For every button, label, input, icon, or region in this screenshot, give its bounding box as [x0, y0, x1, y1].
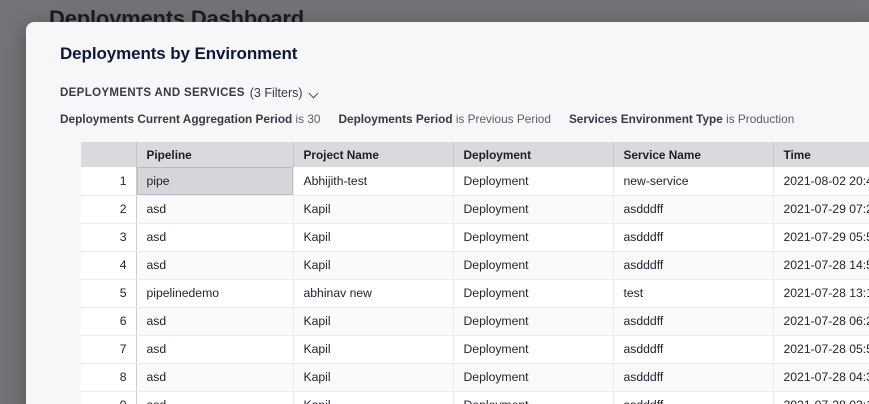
row-index-cell[interactable]: 7 — [81, 335, 137, 364]
table-body: 1 pipe Abhijith-test Deployment new-service 2… — [81, 167, 869, 404]
cell-time[interactable]: 2021-07-28 14:51:23 — [773, 251, 869, 280]
row-index-cell[interactable]: 3 — [81, 223, 137, 252]
table-row[interactable]: 1 pipe Abhijith-test Deployment new-service 2… — [81, 167, 869, 196]
filter-chip-op: is — [455, 112, 465, 126]
cell-pipeline[interactable]: asd — [136, 391, 294, 404]
filters-section-label: DEPLOYMENTS AND SERVICES — [60, 87, 245, 99]
cell-pipeline[interactable]: pipelinedemo — [136, 279, 294, 308]
cell-service-name[interactable]: asdddff — [613, 363, 774, 392]
cell-project-name[interactable]: Kapil — [293, 223, 454, 252]
filter-chip-value: 30 — [307, 112, 321, 126]
cell-pipeline[interactable]: asd — [136, 307, 294, 336]
results-table-container[interactable]: Pipeline Project Name Deployment Service… — [81, 142, 869, 404]
cell-service-name[interactable]: test — [613, 279, 774, 308]
row-index-cell[interactable]: 2 — [81, 195, 137, 224]
cell-project-name[interactable]: Kapil — [293, 195, 454, 224]
filter-chip-list: Deployments Current Aggregation Period i… — [60, 112, 869, 126]
cell-service-name[interactable]: asdddff — [613, 251, 774, 280]
column-header-pipeline[interactable]: Pipeline — [136, 142, 294, 167]
cell-time[interactable]: 2021-07-28 05:51:28 — [773, 335, 869, 364]
row-index-cell[interactable]: 9 — [81, 391, 137, 404]
table-row[interactable]: 9asdKapilDeploymentasdddff2021-07-28 03:… — [81, 391, 869, 404]
cell-deployment[interactable]: Deployment — [453, 307, 614, 336]
filter-chip[interactable]: Deployments Period is Previous Period — [338, 112, 550, 126]
cell-project-name[interactable]: Kapil — [293, 307, 454, 336]
cell-deployment[interactable]: Deployment — [453, 195, 614, 224]
column-header-service-name[interactable]: Service Name — [613, 142, 774, 167]
cell-pipeline[interactable]: asd — [136, 363, 294, 392]
cell-pipeline[interactable]: asd — [136, 335, 294, 364]
cell-deployment[interactable]: Deployment — [453, 223, 614, 252]
cell-service-name[interactable]: asdddff — [613, 391, 774, 404]
filter-chip-key: Deployments Period — [338, 112, 453, 126]
deployments-by-environment-modal: Deployments by Environment DEPLOYMENTS A… — [26, 22, 869, 404]
cell-project-name[interactable]: Kapil — [293, 251, 454, 280]
cell-pipeline[interactable]: asd — [136, 195, 294, 224]
table-row[interactable]: 5 pipelinedemo abhinav new Deployment test 20… — [81, 279, 869, 308]
cell-project-name[interactable]: Kapil — [293, 335, 454, 364]
cell-time[interactable]: 2021-07-29 07:27:44 — [773, 195, 869, 224]
cell-deployment[interactable]: Deployment — [453, 279, 614, 308]
cell-time[interactable]: 2021-07-28 13:10:46 — [773, 279, 869, 308]
results-table: Pipeline Project Name Deployment Service… — [81, 142, 869, 404]
row-index-cell[interactable]: 6 — [81, 307, 137, 336]
table-header: Pipeline Project Name Deployment Service… — [81, 142, 869, 167]
filter-chip[interactable]: Services Environment Type is Production — [569, 112, 794, 126]
cell-service-name[interactable]: asdddff — [613, 195, 774, 224]
row-index-cell[interactable]: 5 — [81, 279, 137, 308]
row-index-cell[interactable]: 4 — [81, 251, 137, 280]
table-row[interactable]: 7 asd Kapil Deployment asdddff 2021-07-28 05:… — [81, 335, 869, 364]
cell-pipeline[interactable]: asd — [136, 223, 294, 252]
cell-deployment[interactable]: Deployment — [453, 363, 614, 392]
table-row[interactable]: 8 asd Kapil Deployment asdddff 2021-07-28 04:… — [81, 363, 869, 392]
cell-project-name[interactable]: Abhijith-test — [293, 167, 454, 196]
cell-service-name[interactable]: asdddff — [613, 335, 774, 364]
cell-deployment[interactable]: Deployment — [453, 391, 614, 404]
filter-chip-key: Services Environment Type — [568, 112, 723, 126]
filter-chip-op: is — [726, 112, 735, 126]
table-row[interactable]: 2 asd Kapil Deployment asdddff 2021-07-29 07:… — [81, 195, 869, 224]
cell-project-name[interactable]: Kapil — [293, 391, 454, 404]
cell-deployment[interactable]: Deployment — [453, 335, 614, 364]
column-header-project-name[interactable]: Project Name — [293, 142, 454, 167]
column-header-time[interactable]: Time — [773, 142, 869, 167]
cell-time[interactable]: 2021-07-28 03:12:11 — [773, 391, 869, 404]
column-header-index[interactable] — [81, 142, 137, 167]
cell-pipeline[interactable]: pipe — [136, 167, 294, 196]
cell-pipeline[interactable]: asd — [136, 251, 294, 280]
filter-chip-value: Previous Period — [467, 112, 551, 126]
row-index-cell[interactable]: 1 — [81, 167, 137, 196]
filter-chip-value: Production — [737, 112, 795, 126]
filters-count-label: (3 Filters) — [249, 86, 303, 100]
table-row[interactable]: 6 asd Kapil Deployment asdddff 2021-07-28 06:… — [81, 307, 869, 336]
cell-time[interactable]: 2021-07-28 04:34:45 — [773, 363, 869, 392]
filter-chip[interactable]: Deployments Current Aggregation Period i… — [60, 112, 320, 126]
filters-header[interactable]: DEPLOYMENTS AND SERVICES (3 Filters) — [60, 86, 869, 100]
cell-time[interactable]: 2021-08-02 20:41:18 — [773, 167, 869, 196]
table-row[interactable]: 4 asd Kapil Deployment asdddff 2021-07-28 14:… — [81, 251, 869, 280]
column-header-deployment[interactable]: Deployment — [453, 142, 614, 167]
table-row[interactable]: 3 asd Kapil Deployment asdddff 2021-07-29 05:… — [81, 223, 869, 252]
cell-project-name[interactable]: abhinav new — [293, 279, 454, 308]
cell-deployment[interactable]: Deployment — [453, 251, 614, 280]
cell-service-name[interactable]: new-service — [613, 167, 774, 196]
cell-time[interactable]: 2021-07-28 06:24:00 — [773, 307, 869, 336]
filter-chip-op: is — [295, 112, 305, 126]
cell-project-name[interactable]: Kapil — [293, 363, 454, 392]
cell-service-name[interactable]: asdddff — [613, 223, 774, 252]
modal-title: Deployments by Environment — [60, 44, 298, 63]
cell-time[interactable]: 2021-07-29 05:51:45 — [773, 223, 869, 252]
row-index-cell[interactable]: 8 — [81, 363, 137, 392]
table-header-row: Pipeline Project Name Deployment Service… — [81, 142, 869, 167]
cell-deployment[interactable]: Deployment — [453, 167, 614, 196]
chevron-down-icon[interactable] — [310, 90, 319, 99]
modal-body: Deployments by Environment DEPLOYMENTS A… — [26, 22, 869, 404]
cell-service-name[interactable]: asdddff — [613, 307, 774, 336]
filter-chip-key: Deployments Current Aggregation Period — [60, 112, 293, 126]
